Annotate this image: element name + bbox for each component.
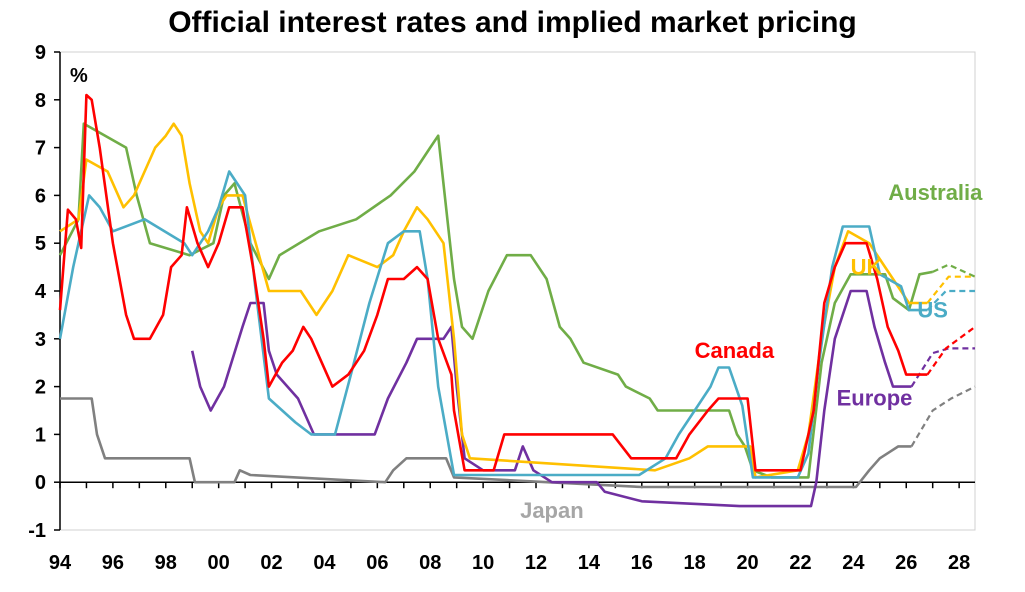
y-tick-label: 1 xyxy=(35,424,46,446)
y-tick-label: 6 xyxy=(35,185,46,207)
series-line-europe xyxy=(190,289,912,508)
series-label-canada: Canada xyxy=(695,338,775,363)
x-axis-ticks: 94 96 98 00 02 04 06 08 10 12 14 16 18 20 22 24 26 28 xyxy=(49,482,970,574)
y-tick-label: 3 xyxy=(35,329,46,351)
x-tick-label: 14 xyxy=(578,552,601,574)
x-tick-label: 06 xyxy=(366,552,388,574)
y-tick-label: 5 xyxy=(35,233,46,255)
y-tick-label: 8 xyxy=(35,90,46,112)
series-label-us: US xyxy=(917,297,948,322)
x-tick-label: 16 xyxy=(631,552,653,574)
y-tick-label: 2 xyxy=(35,377,46,399)
x-tick-label: 98 xyxy=(155,552,177,574)
series-forecast-canada xyxy=(926,326,976,376)
series-line-australia xyxy=(58,122,933,479)
y-tick-label: -1 xyxy=(28,520,46,542)
series-label-australia: Australia xyxy=(888,180,983,205)
series-line-canada xyxy=(58,93,928,472)
y-unit-label: % xyxy=(70,65,88,87)
series-forecast-uk xyxy=(926,275,975,304)
x-tick-label: 02 xyxy=(260,552,282,574)
y-tick-label: 7 xyxy=(35,138,46,160)
series-labels: Australia UK US Canada Europe Japan xyxy=(520,180,983,523)
series-forecast-europe xyxy=(910,347,975,388)
x-tick-label: 04 xyxy=(313,552,336,574)
x-tick-label: 00 xyxy=(208,552,230,574)
x-tick-label: 96 xyxy=(102,552,124,574)
series-label-japan: Japan xyxy=(520,498,584,523)
series-label-europe: Europe xyxy=(837,386,913,411)
x-tick-label: 18 xyxy=(684,552,706,574)
series-line-japan xyxy=(60,397,912,489)
x-tick-label: 26 xyxy=(895,552,917,574)
chart-title: Official interest rates and implied mark… xyxy=(168,6,857,39)
x-tick-label: 20 xyxy=(736,552,758,574)
series-line-uk xyxy=(59,122,928,479)
y-axis-ticks: -1 0 1 2 3 4 5 6 7 8 9 xyxy=(28,42,60,542)
series-line-us xyxy=(58,170,928,479)
x-tick-label: 94 xyxy=(49,552,72,574)
x-tick-label: 08 xyxy=(419,552,441,574)
y-tick-label: 4 xyxy=(35,281,47,303)
series-label-uk: UK xyxy=(851,254,883,279)
x-tick-label: 24 xyxy=(842,552,865,574)
series-forecast-japan xyxy=(910,385,976,447)
series-forecast-australia xyxy=(932,263,976,278)
x-tick-label: 28 xyxy=(948,552,970,574)
x-tick-label: 12 xyxy=(525,552,547,574)
y-tick-label: 9 xyxy=(35,42,46,64)
y-tick-label: 0 xyxy=(35,472,46,494)
x-tick-label: 22 xyxy=(789,552,811,574)
series-forecast-us xyxy=(926,289,975,311)
x-tick-label: 10 xyxy=(472,552,494,574)
series-layer xyxy=(58,93,976,508)
